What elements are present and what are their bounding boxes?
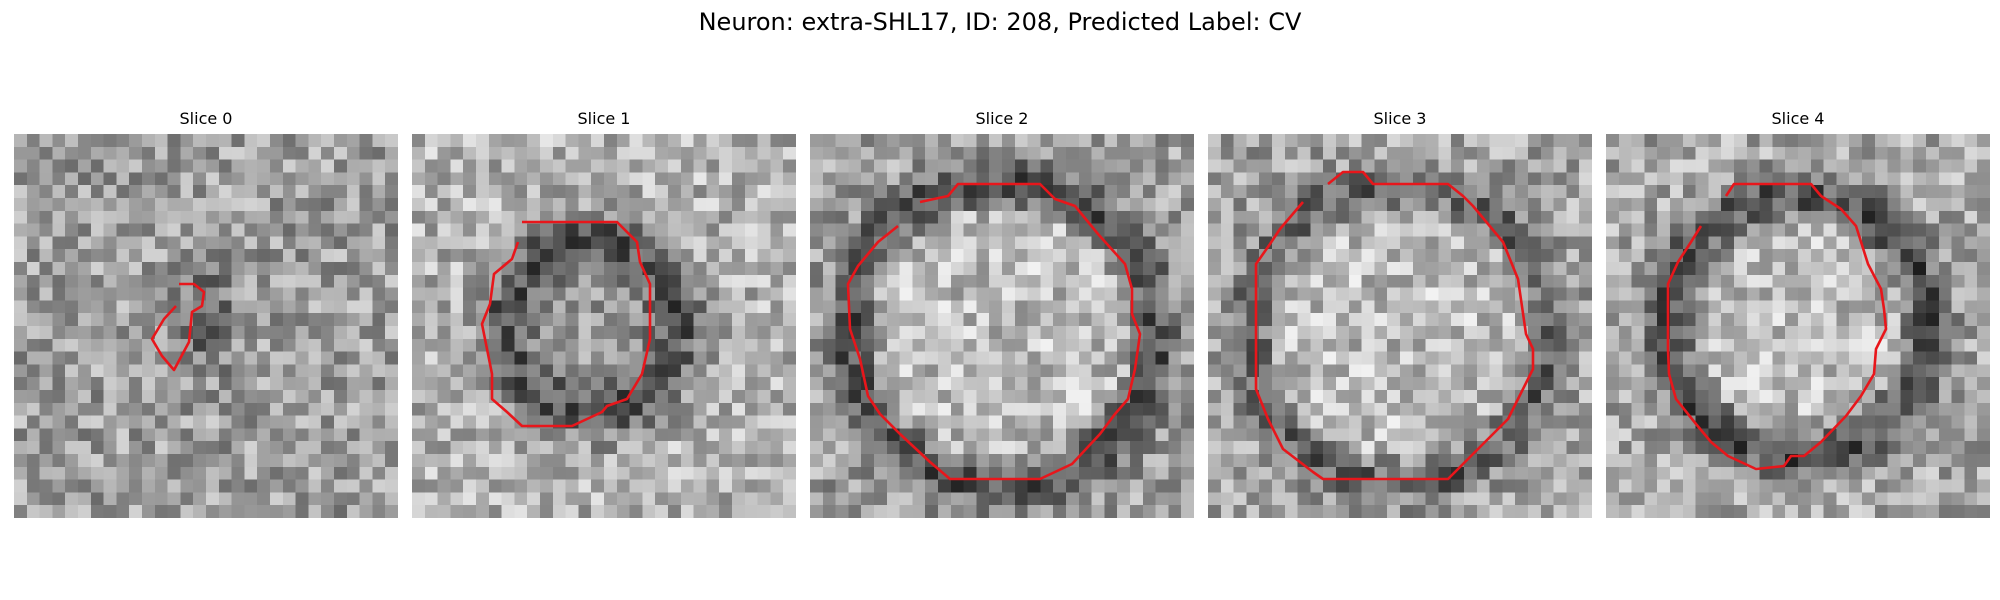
slice-title-2: Slice 2	[975, 109, 1029, 128]
slice-pixels-4	[1606, 134, 1990, 518]
slice-pixels-2	[810, 134, 1194, 518]
segmentation-contour-1	[480, 220, 652, 428]
segmentation-contour-3	[1254, 170, 1535, 481]
slice-panel-0: Slice 0	[14, 108, 398, 518]
slice-image-4	[1606, 134, 1990, 518]
segmentation-contour-4	[1666, 182, 1888, 471]
segmentation-contour-0	[150, 282, 206, 372]
slice-pixels-3	[1208, 134, 1592, 518]
slice-image-1	[412, 134, 796, 518]
slice-title-1: Slice 1	[577, 109, 631, 128]
slice-panel-4: Slice 4	[1606, 108, 1990, 518]
slice-image-3	[1208, 134, 1592, 518]
segmentation-contour-2	[846, 182, 1142, 481]
slice-title-3: Slice 3	[1373, 109, 1427, 128]
slice-image-2	[810, 134, 1194, 518]
figure-title: Neuron: extra-SHL17, ID: 208, Predicted …	[698, 8, 1302, 36]
slice-title-0: Slice 0	[179, 109, 233, 128]
slice-pixels-0	[14, 134, 398, 518]
slice-pixels-1	[412, 134, 796, 518]
slice-panel-2: Slice 2	[810, 108, 1194, 518]
slice-panel-1: Slice 1	[412, 108, 796, 518]
slice-panel-3: Slice 3	[1208, 108, 1592, 518]
slice-image-0	[14, 134, 398, 518]
slice-title-4: Slice 4	[1771, 109, 1825, 128]
